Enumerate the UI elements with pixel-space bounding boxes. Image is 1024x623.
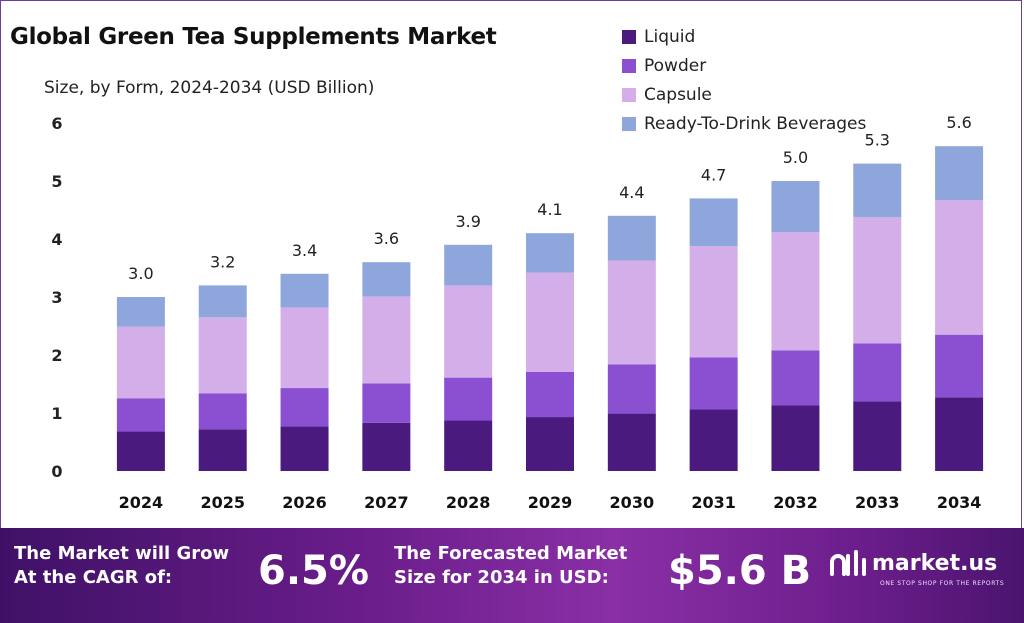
bar-segment-powder [607,364,656,414]
legend-swatch-rtd [622,116,636,131]
bar-total-label: 4.1 [537,200,562,219]
bar-segment-powder [853,343,902,402]
bar-segment-liquid [116,431,165,471]
bar-segment-capsule [935,200,984,335]
bar-segment-liquid [607,413,656,471]
x-tick-label: 2025 [200,493,245,512]
bar-total-label: 4.7 [701,165,726,184]
bar-segment-capsule [280,307,329,389]
bar-segment-capsule [689,245,738,358]
bar-segment-capsule [607,260,656,365]
bar-segment-liquid [689,409,738,471]
bar-total-label: 3.9 [455,212,480,231]
bar-segment-powder [362,383,411,423]
forecast-label: The Forecasted Market Size for 2034 in U… [394,543,628,588]
bar-segment-ready-to-drink-beverages [198,285,247,318]
legend-swatch-liquid [622,29,636,44]
stacked-bar-chart: 0 1 2 3 4 5 6 3.0 2024 3.2 2025 3.4 2026 3.6 2027 3.9 20… [51,113,984,512]
bar-total-label: 3.2 [210,252,235,271]
bar-segment-capsule [771,232,820,351]
bar-segment-capsule [116,326,165,399]
bar-segment-liquid [853,401,902,471]
bar-segment-liquid [198,429,247,471]
bar-segment-powder [116,398,165,432]
bar-segment-powder [689,357,738,410]
bar-segment-powder [444,377,493,421]
y-tick-label: 5 [51,172,62,191]
chart-title: Global Green Tea Supplements Market [10,24,497,50]
chart-subtitle: Size, by Form, 2024-2034 (USD Billion) [44,78,375,98]
bar-segment-liquid [526,417,574,471]
brand-name: market.us [872,550,998,576]
bar-segment-liquid [280,426,329,471]
x-tick-label: 2028 [446,493,491,512]
y-tick-label: 4 [51,230,62,249]
bar-segment-ready-to-drink-beverages [607,215,656,261]
bar-segment-ready-to-drink-beverages [853,163,902,217]
y-tick-label: 6 [51,114,62,133]
x-tick-label: 2030 [610,493,655,512]
bar-segment-capsule [198,317,247,394]
bar-segment-liquid [444,420,493,471]
bar-segment-capsule [526,272,574,372]
bar-segment-liquid [771,405,820,471]
market-us-logo-icon [830,550,866,576]
brand-tagline: ONE STOP SHOP FOR THE REPORTS [880,580,1005,587]
bar-segment-capsule [444,285,493,378]
x-tick-label: 2033 [855,493,900,512]
bar-segment-ready-to-drink-beverages [771,181,820,233]
legend: Liquid Powder Capsule Ready-To-Drink Bev… [622,22,866,138]
bar-total-label: 3.0 [128,264,153,283]
x-tick-label: 2027 [364,493,409,512]
bar-segment-liquid [362,422,411,471]
legend-label-liquid: Liquid [644,26,696,47]
bar-segment-ready-to-drink-beverages [116,297,165,327]
bar-segment-ready-to-drink-beverages [362,262,411,297]
legend-item-powder: Powder [622,51,866,80]
bar-total-label: 3.4 [292,241,317,260]
x-tick-label: 2029 [528,493,573,512]
legend-label-capsule: Capsule [644,84,712,105]
y-tick-label: 1 [51,404,62,423]
legend-item-liquid: Liquid [622,22,866,51]
brand-logo: market.us [828,548,997,578]
legend-item-capsule: Capsule [622,80,866,109]
bar-total-label: 4.4 [619,183,644,202]
bar-segment-ready-to-drink-beverages [526,233,574,273]
footer-banner: The Market will Grow At the CAGR of: 6.5… [0,528,1024,623]
x-tick-label: 2034 [937,493,982,512]
bar-segment-ready-to-drink-beverages [280,273,329,308]
bar-total-label: 5.0 [783,148,808,167]
bar-segment-powder [280,388,329,427]
bar-total-label: 3.6 [374,229,399,248]
cagr-value: 6.5% [258,548,369,594]
y-tick-label: 0 [51,462,62,481]
bar-segment-powder [198,393,247,430]
forecast-value: $5.6 B [668,548,812,594]
bar-segment-powder [526,371,574,418]
bar-segment-ready-to-drink-beverages [935,146,984,201]
legend-swatch-powder [622,58,636,73]
x-tick-label: 2032 [773,493,818,512]
bar-segment-powder [935,334,984,398]
legend-label-powder: Powder [644,55,707,76]
x-tick-label: 2024 [119,493,164,512]
bar-segment-ready-to-drink-beverages [689,198,738,246]
bar-segment-liquid [935,397,984,471]
legend-item-rtd: Ready-To-Drink Beverages [622,109,866,138]
bar-segment-capsule [362,296,411,384]
legend-label-rtd: Ready-To-Drink Beverages [644,113,867,134]
cagr-label: The Market will Grow At the CAGR of: [14,543,230,588]
bar-total-label: 5.3 [865,131,890,150]
bar-segment-powder [771,350,820,406]
bar-total-label: 5.6 [946,113,971,132]
y-tick-label: 2 [51,346,62,365]
bar-segment-capsule [853,216,902,344]
bar-segment-ready-to-drink-beverages [444,244,493,286]
x-tick-label: 2031 [691,493,736,512]
legend-swatch-capsule [622,87,636,102]
x-tick-label: 2026 [282,493,327,512]
y-tick-label: 3 [51,288,62,307]
